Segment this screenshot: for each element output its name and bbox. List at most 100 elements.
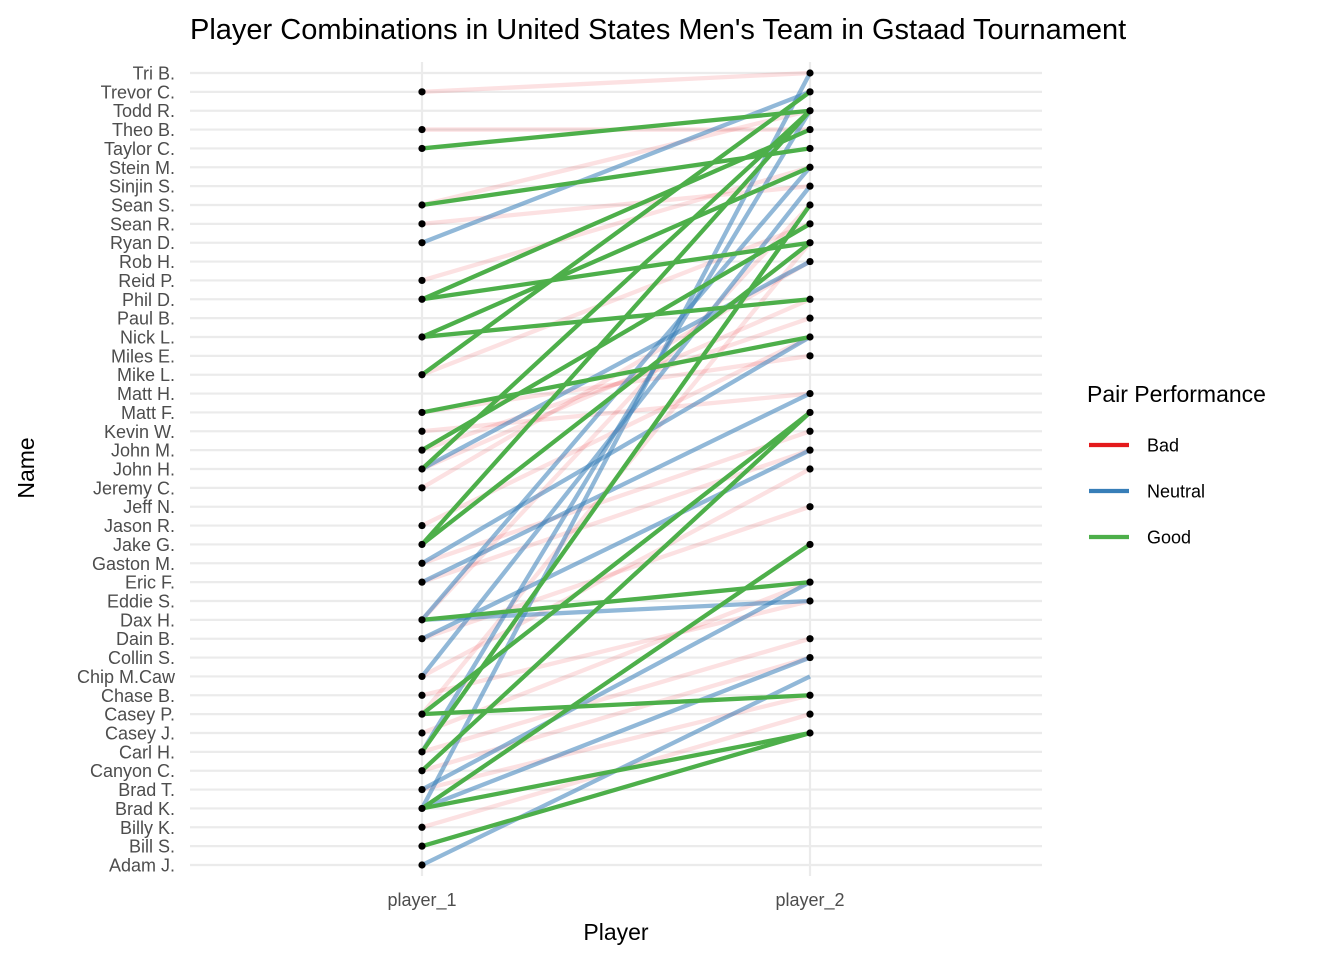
y-tick-label: Brad K. — [115, 799, 175, 819]
y-axis-tick-labels: Adam J.Bill S.Billy K.Brad K.Brad T.Cany… — [77, 64, 176, 876]
pair-line-good-john-h-to-todd-r — [420, 109, 812, 471]
pair-line-neutral-gaston-m-to-nick-l — [420, 335, 812, 566]
point-player-1-chip-m-caw — [418, 672, 426, 681]
point-player-2-collin-s — [806, 653, 814, 662]
pair-line-good-bill-s-to-casey-j — [421, 730, 811, 849]
pair-line-good-phil-d-to-ryan-d — [421, 240, 811, 302]
y-tick-label: Matt H. — [117, 384, 175, 404]
point-player-2-jeff-n — [806, 503, 814, 511]
x-tick-label: player_1 — [387, 890, 456, 911]
pair-line-neutral-eric-f-to-matt-h — [421, 391, 811, 585]
point-player-2-john-h — [806, 465, 814, 473]
y-tick-label: Casey P. — [104, 705, 175, 725]
pair-line-good-john-m-to-sean-r — [420, 221, 812, 453]
point-player-2-eric-f — [806, 578, 814, 586]
point-player-2-casey-j — [806, 729, 814, 737]
y-tick-label: Eddie S. — [107, 592, 175, 612]
y-tick-label: John M. — [111, 441, 175, 461]
legend-label-neutral: Neutral — [1147, 482, 1205, 502]
y-tick-label: Paul B. — [117, 309, 175, 329]
pair-line-bad-trevor-c-to-tri-b — [421, 70, 811, 95]
y-tick-label: Theo B. — [112, 120, 175, 140]
point-player-2-john-m — [806, 446, 814, 454]
y-tick-label: Reid P. — [118, 271, 175, 291]
pair-line-bad-matt-f-to-miles-e — [421, 353, 811, 415]
y-tick-label: Chip M.Caw — [77, 667, 176, 687]
point-player-2-kevin-w — [806, 427, 814, 435]
point-player-1-trevor-c — [418, 88, 426, 96]
y-tick-label: Dain B. — [116, 629, 175, 649]
pair-line-bad-john-h-to-phil-d — [421, 297, 811, 471]
point-player-1-billy-k — [418, 823, 426, 831]
point-player-1-theo-b — [418, 125, 426, 134]
point-player-1-jeremy-c — [418, 484, 426, 492]
point-player-2-sean-s — [806, 201, 814, 209]
point-player-1-bill-s — [418, 842, 426, 850]
point-player-2-paul-b — [806, 314, 814, 322]
point-player-1-ryan-d — [418, 239, 426, 247]
pair-line-bad-mike-l-to-sean-r — [421, 221, 811, 377]
point-player-1-john-h — [418, 465, 426, 473]
point-player-1-dax-h — [418, 616, 426, 624]
y-tick-label: Collin S. — [108, 648, 175, 668]
y-tick-label: Sean R. — [110, 214, 175, 234]
y-tick-label: Sinjin S. — [109, 177, 175, 197]
y-tick-label: Stein M. — [109, 158, 175, 178]
point-player-1-mike-l — [418, 371, 426, 379]
pair-line-good-carl-h-to-sean-s — [420, 203, 812, 754]
point-player-2-rob-h — [806, 257, 814, 266]
y-tick-label: Eric F. — [125, 573, 175, 593]
point-player-2-phil-d — [806, 295, 814, 303]
point-player-1-jake-g — [418, 540, 426, 549]
y-tick-label: Miles E. — [111, 346, 175, 366]
x-axis-tick-labels: player_1 player_2 — [387, 890, 844, 911]
legend-entries: Bad Neutral Good — [1089, 436, 1205, 548]
point-player-2-nick-l — [806, 333, 814, 341]
y-tick-label: Brad T. — [118, 780, 175, 800]
x-axis-title: Player — [583, 919, 649, 945]
pair-line-bad-sean-s-to-todd-r — [421, 108, 811, 208]
pair-line-neutral-brad-t-to-eric-f — [420, 580, 812, 792]
y-tick-label: Nick L. — [120, 328, 175, 348]
point-player-1-reid-p — [418, 276, 426, 285]
point-player-1-casey-j — [418, 729, 426, 737]
point-player-2-miles-e — [806, 352, 814, 360]
point-player-2-jake-g — [806, 540, 814, 549]
y-tick-label: Tri B. — [133, 64, 175, 84]
point-player-2-sean-r — [806, 220, 814, 228]
pair-line-bad-carl-h-to-dain-b — [421, 636, 811, 754]
point-player-1-brad-k — [418, 804, 426, 813]
pair-line-good-brad-k-to-jake-g — [420, 542, 812, 811]
y-tick-label: Casey J. — [105, 724, 175, 744]
point-player-1-nick-l — [418, 333, 426, 341]
y-tick-label: Kevin W. — [104, 422, 175, 442]
pair-line-good-nick-l-to-phil-d — [421, 297, 811, 340]
point-player-2-theo-b — [806, 125, 814, 134]
pair-line-neutral-dain-b-to-john-m — [421, 448, 811, 641]
y-tick-label: Taylor C. — [104, 139, 175, 159]
pair-line-neutral-brad-k-to-collin-s — [421, 655, 811, 811]
point-player-2-matt-h — [806, 389, 814, 398]
point-player-1-matt-f — [418, 408, 426, 417]
pair-line-good-jake-g-to-todd-r — [420, 109, 812, 546]
y-tick-label: Phil D. — [122, 290, 175, 310]
x-tick-label: player_2 — [775, 890, 844, 911]
chart-title: Player Combinations in United States Men… — [190, 14, 1126, 46]
y-tick-label: Canyon C. — [90, 761, 175, 781]
point-player-1-sean-r — [418, 220, 426, 228]
point-player-1-chase-b — [418, 691, 426, 699]
y-tick-label: Mike L. — [117, 365, 175, 385]
y-tick-label: Jeremy C. — [93, 478, 175, 498]
point-player-1-casey-p — [418, 710, 426, 718]
point-player-1-kevin-w — [418, 427, 426, 435]
point-player-1-brad-t — [418, 785, 426, 794]
y-tick-label: Jason R. — [104, 516, 175, 536]
good-pair-lines — [420, 90, 812, 849]
y-tick-label: Ryan D. — [110, 233, 175, 253]
pair-line-neutral-chip-m-caw-to-sinjin-s — [420, 184, 812, 678]
point-player-2-dain-b — [806, 635, 814, 643]
y-tick-label: Bill S. — [129, 837, 175, 857]
point-player-1-dain-b — [418, 635, 426, 643]
y-tick-label: Dax H. — [120, 610, 175, 630]
